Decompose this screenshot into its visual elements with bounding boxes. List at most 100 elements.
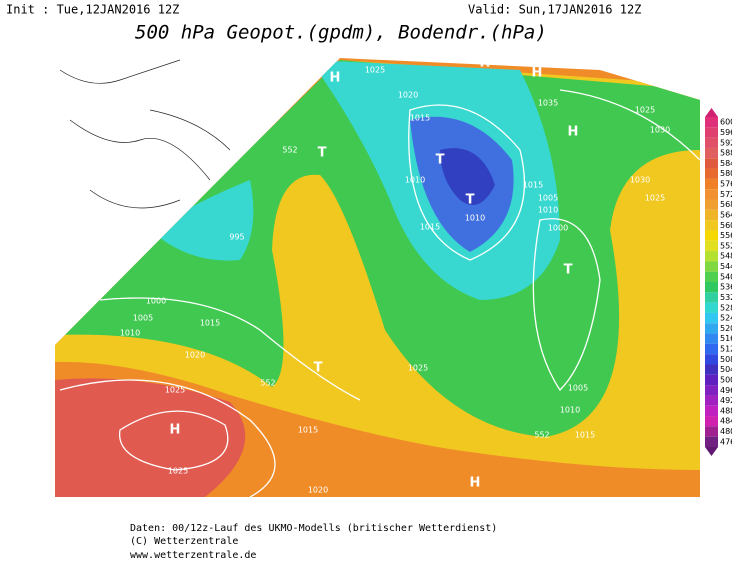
isoline-label: 1015 (575, 431, 595, 440)
legend-swatch (705, 354, 718, 365)
pressure-center: T (318, 146, 327, 161)
legend-swatch (705, 178, 718, 190)
map (55, 58, 700, 497)
isoline-label: 1000 (548, 224, 568, 233)
legend-swatch (705, 147, 718, 159)
legend-label: 560 (720, 221, 732, 230)
map-title: 500 hPa Geopot.(gpdm), Bodendr.(hPa) (135, 22, 547, 44)
isoline-label: 1010 (560, 406, 580, 415)
color-legend: 600596592 588584580 576572568564 560556552 5… (705, 108, 732, 456)
legend-swatch (705, 416, 718, 427)
isoline-label: 1005 (568, 384, 588, 393)
legend-label: 544 (720, 262, 732, 271)
isoline-label: 1025 (365, 66, 385, 75)
pressure-center: H (330, 71, 341, 86)
legend-label: 504 (720, 365, 732, 374)
footer-copyright: (C) Wetterzentrale (130, 536, 238, 547)
legend-swatch (705, 436, 718, 447)
legend-label: 588 (720, 149, 732, 158)
isoline-label: 1025 (645, 194, 665, 203)
legend-label: 572 (720, 190, 732, 199)
pressure-center: H (480, 56, 491, 71)
legend-swatch (705, 158, 718, 169)
footer-url: www.wetterzentrale.de (130, 550, 256, 561)
legend-swatch (705, 312, 718, 324)
legend-swatch (705, 333, 718, 344)
isoline-label: 1015 (420, 223, 440, 232)
legend-label: 568 (720, 200, 732, 209)
legend-label: 484 (720, 417, 732, 426)
isoline-label: 1015 (200, 319, 220, 328)
legend-swatch (705, 127, 718, 138)
isoline-label: 1015 (410, 114, 430, 123)
isoline-label: 1015 (523, 181, 543, 190)
footer-source: Daten: 00/12z-Lauf des UKMO-Modells (bri… (130, 523, 497, 534)
legend-label: 584 (720, 159, 732, 168)
isoline-label: 1005 (538, 194, 558, 203)
pressure-center: T (314, 361, 323, 376)
legend-swatch (705, 343, 718, 355)
legend-swatch (705, 292, 718, 303)
pressure-center: H (170, 423, 181, 438)
legend-label: 600 (720, 118, 732, 127)
init-time: Init : Tue,12JAN2016 12Z (6, 3, 179, 17)
legend-swatch (705, 209, 718, 221)
legend-label: 556 (720, 231, 732, 240)
legend-swatch (705, 240, 718, 252)
legend-swatch (705, 199, 718, 210)
pressure-center: T (436, 153, 445, 168)
legend-label: 500 (720, 375, 732, 384)
legend-swatch (705, 385, 718, 396)
isoline-label: 552 (534, 431, 549, 440)
map-labels: H H H H H H T T T T T 1025 1020 1015 1035 1025 1030 1030 1… (120, 56, 670, 495)
field (55, 58, 700, 497)
legend-swatch (705, 395, 718, 406)
coastline (59, 59, 231, 209)
legend-label: 592 (720, 138, 732, 147)
legend-swatch (705, 137, 718, 148)
legend-swatch (705, 271, 718, 282)
legend-label: 496 (720, 386, 732, 395)
legend-swatch (705, 261, 718, 272)
isoline-label: 1005 (133, 314, 153, 323)
legend-label: 476 (720, 437, 732, 446)
legend-label: 492 (720, 396, 732, 405)
pressure-center: H (568, 125, 579, 140)
legend-label: 528 (720, 303, 732, 312)
legend-swatch (705, 189, 718, 200)
isoline-label: 995 (229, 233, 244, 242)
pressure-center: T (466, 193, 475, 208)
isoline-label: 1025 (165, 386, 185, 395)
pressure-center: T (564, 263, 573, 278)
isoline-label: 1020 (398, 91, 418, 100)
isoline-label: 552 (260, 379, 275, 388)
legend-label: 564 (720, 210, 732, 219)
legend-label: 576 (720, 180, 732, 189)
legend-swatch (705, 220, 718, 231)
legend-label: 512 (720, 345, 732, 354)
legend-swatch (705, 426, 718, 437)
isoline-label: 1025 (408, 364, 428, 373)
isoline-label: 1010 (405, 176, 425, 185)
legend-label: 516 (720, 334, 732, 343)
legend-swatch (705, 302, 718, 313)
isoline-label: 1020 (308, 486, 328, 495)
isoline-label: 1035 (538, 99, 558, 108)
valid-time: Valid: Sun,17JAN2016 12Z (468, 3, 641, 17)
pressure-center: H (532, 66, 543, 81)
isoline-label: 1000 (146, 297, 166, 306)
legend-label: 488 (720, 406, 732, 415)
isoline-label: 1030 (630, 176, 650, 185)
isoline-label: 1010 (465, 214, 485, 223)
legend-swatch (705, 282, 718, 293)
legend-swatch (705, 323, 718, 334)
legend-label: 532 (720, 293, 732, 302)
legend-swatch (705, 117, 718, 128)
pressure-center: H (470, 476, 481, 491)
isoline-label: 552 (282, 146, 297, 155)
legend-arrow (705, 108, 718, 117)
legend-label: 508 (720, 355, 732, 364)
legend-label: 540 (720, 272, 732, 281)
legend-arrow (705, 447, 718, 456)
legend-label: 552 (720, 241, 732, 250)
